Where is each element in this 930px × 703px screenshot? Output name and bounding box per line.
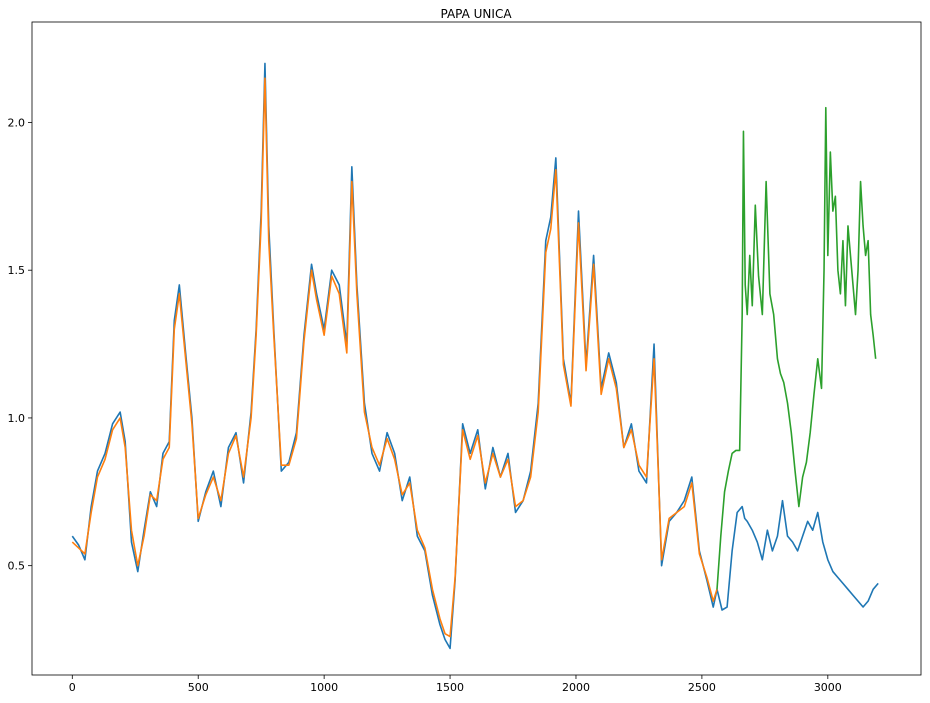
plot-frame	[31, 21, 922, 676]
chart-title: PAPA UNICA	[440, 7, 512, 21]
x-tick-label: 2500	[688, 681, 716, 694]
y-tick-label: 0.5	[8, 560, 26, 573]
x-axis-ticks: 0 500 1000 1500 2000 2500 3000	[69, 675, 842, 694]
y-tick-label: 1.5	[8, 264, 26, 277]
x-tick-label: 2000	[562, 681, 590, 694]
x-tick-label: 500	[188, 681, 209, 694]
x-tick-label: 1500	[436, 681, 464, 694]
series-layer	[71, 62, 879, 650]
x-tick-label: 1000	[310, 681, 338, 694]
y-axis-ticks: 0.5 1.0 1.5 2.0	[8, 116, 32, 573]
series-line-2	[71, 77, 718, 638]
series-line-3	[716, 106, 877, 590]
x-tick-label: 3000	[814, 681, 842, 694]
y-tick-label: 1.0	[8, 412, 26, 425]
x-tick-label: 0	[69, 681, 76, 694]
y-tick-label: 2.0	[8, 116, 26, 129]
